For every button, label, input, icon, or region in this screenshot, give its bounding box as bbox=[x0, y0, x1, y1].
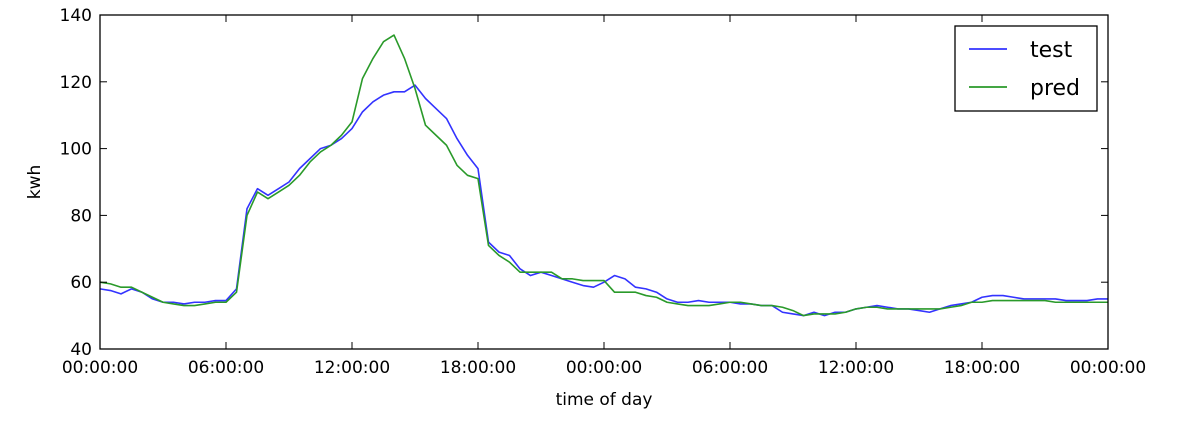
y-axis-label: kwh bbox=[25, 165, 45, 200]
x-tick-label: 18:00:00 bbox=[944, 358, 1020, 378]
series-layer bbox=[99, 34, 1108, 317]
y-tick-label: 60 bbox=[70, 273, 92, 293]
x-axis-label: time of day bbox=[556, 390, 653, 410]
x-tick-label: 06:00:00 bbox=[188, 358, 264, 378]
y-tick-label: 80 bbox=[70, 206, 92, 226]
x-tick-label: 00:00:00 bbox=[62, 358, 138, 378]
legend-box bbox=[954, 25, 1098, 112]
x-axis: 00:00:00 06:00:00 12:00:00 18:00:00 00:00:00… bbox=[62, 15, 1146, 378]
x-tick-label: 00:00:00 bbox=[566, 358, 642, 378]
legend: test pred bbox=[954, 25, 1098, 112]
y-tick-label: 40 bbox=[70, 340, 92, 360]
x-tick-label: 06:00:00 bbox=[692, 358, 768, 378]
x-tick-label: 12:00:00 bbox=[818, 358, 894, 378]
x-tick-label: 00:00:00 bbox=[1070, 358, 1146, 378]
y-axis: 40 60 80 100 120 140 bbox=[60, 6, 1108, 360]
legend-label-pred: pred bbox=[1030, 76, 1080, 101]
x-tick-label: 18:00:00 bbox=[440, 358, 516, 378]
series-line-pred bbox=[99, 34, 1108, 317]
legend-label-test: test bbox=[1030, 38, 1073, 63]
y-tick-label: 100 bbox=[60, 140, 92, 160]
x-tick-label: 12:00:00 bbox=[314, 358, 390, 378]
y-tick-label: 120 bbox=[60, 73, 92, 93]
y-tick-label: 140 bbox=[60, 6, 92, 26]
